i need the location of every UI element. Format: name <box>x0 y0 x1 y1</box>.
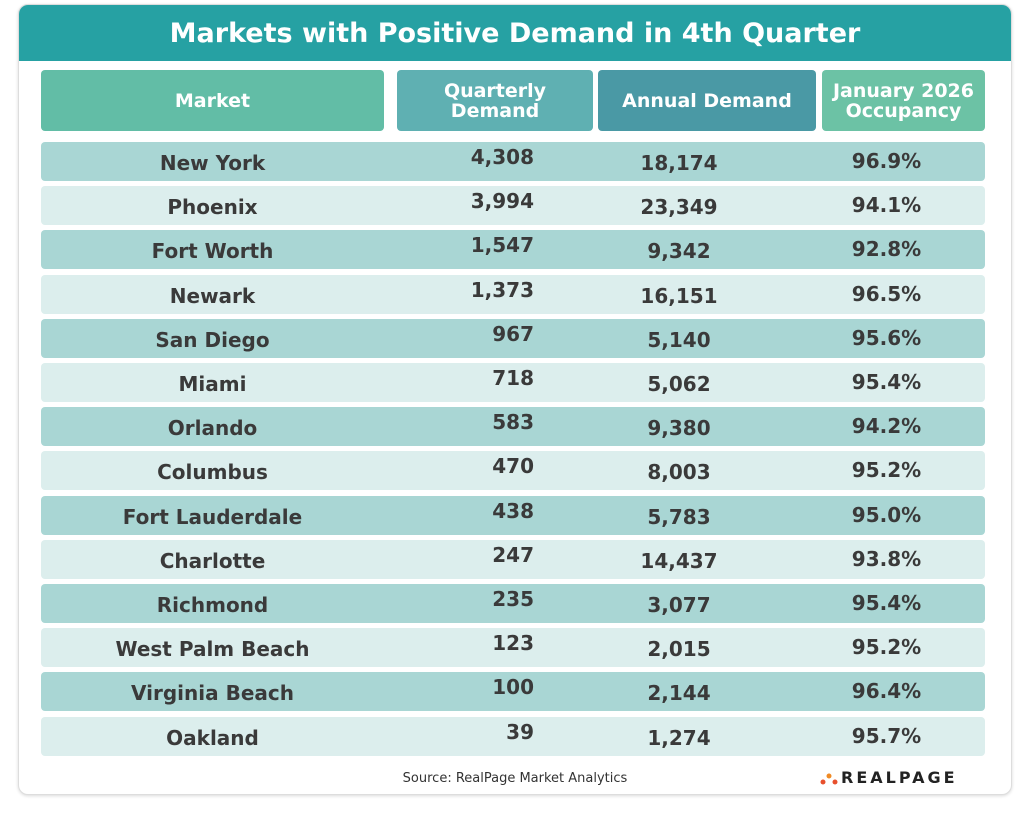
table-row: Phoenix 3,994 23,349 94.1% <box>41 186 985 226</box>
table-row: West Palm Beach 123 2,015 95.2% <box>41 628 985 668</box>
table-cell: 16,151 <box>640 283 718 308</box>
table-cell: 9,380 <box>647 416 711 441</box>
table-cell: 95.4% <box>851 591 922 615</box>
table-cell: 39 <box>506 719 534 744</box>
table-row: Orlando 583 9,380 94.2% <box>41 407 985 447</box>
column-header: Annual Demand <box>598 70 816 131</box>
table-cell: 95.2% <box>851 635 922 660</box>
table-cell: 967 <box>492 321 534 346</box>
table-cell: 96.4% <box>851 679 922 704</box>
table-cell: 8,003 <box>647 460 711 485</box>
table-cell: 92.8% <box>851 237 922 262</box>
table-cell: Oakland <box>166 725 259 750</box>
table-cell: 123 <box>492 631 534 656</box>
table-cell: 95.4% <box>851 370 922 394</box>
logo: REALPAGE <box>841 768 958 787</box>
table-row: Newark 1,373 16,151 96.5% <box>41 274 985 314</box>
logo-mark <box>820 773 838 785</box>
table-row: Columbus 470 8,003 95.2% <box>41 451 985 491</box>
table-cell: 235 <box>492 587 534 611</box>
table-cell: New York <box>159 151 266 175</box>
table-row: Fort Worth 1,547 9,342 92.8% <box>41 230 985 270</box>
column-header: Market <box>41 70 384 131</box>
table-cell: 718 <box>492 366 534 390</box>
table-cell: 96.9% <box>851 149 922 173</box>
table-cell: 95.0% <box>851 502 922 527</box>
table-cell: 3,077 <box>647 593 711 617</box>
table-cell: 14,437 <box>640 548 718 573</box>
table-cell: 1,274 <box>647 725 711 750</box>
table-cell: 3,994 <box>470 189 534 214</box>
table-cell: Richmond <box>156 593 269 617</box>
table-cell: 96.5% <box>851 281 922 306</box>
table-cell: Newark <box>169 283 256 308</box>
table-cell: 23,349 <box>640 195 718 220</box>
table-cell: 95.7% <box>851 723 922 748</box>
table-cell: 100 <box>492 675 534 700</box>
table-cell: 4,308 <box>470 145 534 169</box>
table-row: Fort Lauderdale 438 5,783 95.0% <box>41 495 985 535</box>
table-cell: 18,174 <box>640 151 718 175</box>
table-row: Oakland 39 1,274 95.7% <box>41 716 985 756</box>
table-cell: Fort Lauderdale <box>122 504 303 529</box>
table-cell: 94.1% <box>851 193 922 218</box>
table-cell: Virginia Beach <box>131 681 294 706</box>
table-row: New York 4,308 18,174 96.9% <box>41 142 985 181</box>
table-cell: 5,783 <box>647 504 711 529</box>
table-row: Richmond 235 3,077 95.4% <box>41 584 985 623</box>
table-cell: Orlando <box>167 416 258 441</box>
table-cell: 5,062 <box>647 372 711 396</box>
table-cell: 2,144 <box>647 681 711 706</box>
table-cell: Phoenix <box>167 195 258 220</box>
table-row: Charlotte 247 14,437 93.8% <box>41 539 985 579</box>
table-cell: 583 <box>492 410 534 435</box>
table-row: Virginia Beach 100 2,144 96.4% <box>41 672 985 712</box>
table-cell: 95.6% <box>851 325 922 350</box>
table-cell: Charlotte <box>159 548 266 573</box>
table-cell: Miami <box>178 372 247 396</box>
table-cell: 470 <box>492 454 534 479</box>
table-cell: Fort Worth <box>151 239 274 264</box>
table-cell: 2,015 <box>647 637 711 662</box>
table-cell: 5,140 <box>647 327 711 352</box>
table-row: Miami 718 5,062 95.4% <box>41 363 985 402</box>
source-note: Source: RealPage Market Analytics <box>402 771 628 786</box>
column-header: January 2026 Occupancy <box>822 70 985 131</box>
table-cell: Columbus <box>157 460 268 485</box>
table-cell: 9,342 <box>647 239 711 264</box>
table-cell: 93.8% <box>851 546 922 571</box>
table-cell: San Diego <box>155 327 270 352</box>
table-cell: 95.2% <box>851 458 922 483</box>
table-cell: 247 <box>492 542 534 567</box>
card: Markets with Positive Demand in 4th Quar… <box>18 4 1012 795</box>
column-header: Quarterly Demand <box>397 70 593 131</box>
table-cell: 1,373 <box>470 277 534 302</box>
table-row: San Diego 967 5,140 95.6% <box>41 318 985 358</box>
table-cell: 94.2% <box>851 414 922 439</box>
table-cell: West Palm Beach <box>115 637 310 662</box>
title: Markets with Positive Demand in 4th Quar… <box>19 5 1011 61</box>
table-cell: 1,547 <box>470 233 534 258</box>
table-cell: 438 <box>492 498 534 523</box>
